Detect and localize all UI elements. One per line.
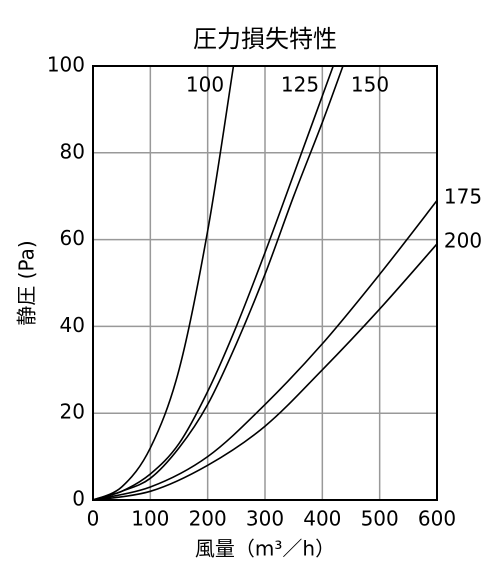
y-tick-label: 80 [60, 139, 85, 163]
curve-label: 150 [351, 73, 389, 97]
curve [92, 65, 334, 501]
y-tick-label: 60 [60, 226, 85, 250]
y-tick-label: 20 [60, 400, 85, 424]
y-tick-label: 100 [47, 53, 85, 77]
y-tick-label: 40 [60, 313, 85, 337]
chart-title: 圧力損失特性 [193, 25, 337, 53]
plot-frame [92, 65, 438, 501]
curve [92, 200, 438, 501]
x-axis-label: 風量（m³／h） [195, 537, 335, 561]
curve-label: 200 [444, 229, 482, 253]
y-axis-label: 静圧 (Pa) [15, 240, 39, 325]
curve-label: 100 [186, 73, 224, 97]
x-tick-label: 300 [246, 507, 284, 531]
x-tick-label: 600 [418, 507, 456, 531]
x-tick-label: 200 [189, 507, 227, 531]
curve [92, 65, 344, 501]
curve [92, 243, 438, 501]
curve [92, 65, 235, 501]
y-tick-label: 0 [72, 487, 85, 511]
x-tick-label: 0 [87, 507, 100, 531]
curve-label: 125 [281, 73, 319, 97]
x-tick-label: 100 [131, 507, 169, 531]
x-tick-label: 500 [361, 507, 399, 531]
x-tick-label: 400 [303, 507, 341, 531]
curve-label: 175 [444, 185, 482, 209]
